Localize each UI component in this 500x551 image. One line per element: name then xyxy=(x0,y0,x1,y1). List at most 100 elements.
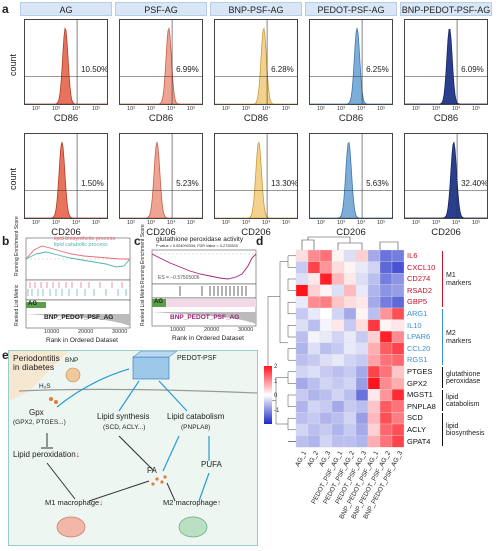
axis-tick-label: 10⁵ xyxy=(377,106,386,112)
axis-tick-label: 10⁵ xyxy=(92,220,101,226)
histogram-cd206: 5.63% xyxy=(309,133,393,219)
heatmap-cell xyxy=(367,365,381,378)
gsea-b-legend-2: lipid catabolic process xyxy=(54,242,108,248)
heatmap-cell xyxy=(331,319,345,332)
scheme-pedot-label: PEDOT-PSF xyxy=(177,355,217,362)
scheme-lipid-peroxidation-text: Lipid peroxidation xyxy=(13,450,76,459)
scheme-fa: FA xyxy=(147,466,157,475)
gate-percentage: 13.30% xyxy=(271,178,298,188)
gsea-c-es: ES = –0.57505006 xyxy=(158,275,200,281)
heatmap-scale-tick: 0 xyxy=(274,393,278,399)
heatmap-cell xyxy=(343,400,357,413)
gsea-c-group-tag-2: BNP_PEDOT_PSF_AG xyxy=(170,314,240,321)
scheme-membrane xyxy=(18,388,258,394)
heatmap-group-label: lipid catabolism xyxy=(446,393,480,409)
axis-tick-label: 10⁵ xyxy=(92,106,101,112)
heatmap-group-label: glutathione peroxidase xyxy=(446,370,481,386)
heatmap-cell xyxy=(391,284,405,297)
axis-tick-label: 10⁴ xyxy=(452,106,461,112)
heatmap-cell xyxy=(367,400,381,413)
heatmap-scale-tick: 1 xyxy=(274,378,278,385)
scheme-pufa: PUFA xyxy=(201,460,222,469)
histogram-cd206: 32.40% xyxy=(404,133,488,219)
heatmap-cell xyxy=(307,400,321,413)
heatmap-cell xyxy=(331,307,345,320)
heatmap-cell xyxy=(331,284,345,297)
heatmap-cell xyxy=(355,296,369,309)
scheme-h2s-label: H₂S xyxy=(39,383,51,390)
heatmap-cell xyxy=(367,307,381,320)
scheme-lipid-catabolism: Lipid catabolism xyxy=(167,412,225,421)
scheme-hydrogel-top xyxy=(132,350,178,358)
histogram-svg xyxy=(120,20,202,104)
scheme-lipid-synthesis-sub: (SCD, ACLY...) xyxy=(103,424,146,431)
heatmap-cell xyxy=(343,435,357,448)
histogram-curve xyxy=(310,141,392,218)
scheme-m2-arrow: ↑ xyxy=(217,498,221,507)
axis-tick-label: 10⁴ xyxy=(262,220,271,226)
heatmap-group-label: M2 markers xyxy=(446,330,472,345)
heatmap-cell xyxy=(379,400,393,413)
heatmap-cell xyxy=(295,307,309,320)
axis-tick-label: 10³ xyxy=(52,106,60,112)
heatmap-cell xyxy=(307,377,321,390)
heatmap-cell xyxy=(355,284,369,297)
heatmap-cell xyxy=(391,307,405,320)
gate-percentage: 6.25% xyxy=(366,64,389,74)
heatmap-cell xyxy=(319,284,333,297)
heatmap-cell xyxy=(307,342,321,355)
heatmap-cell xyxy=(391,319,405,332)
scheme-m1-text: M1 macrophage xyxy=(45,498,100,507)
histogram-svg xyxy=(215,20,297,104)
axis-tick-label: 10³ xyxy=(242,220,250,226)
heatmap-group-label: lipid biosynthesis xyxy=(446,422,485,438)
heatmap-gene-label: RGS1 xyxy=(407,355,428,365)
heatmap-cell xyxy=(295,284,309,297)
heatmap-cell xyxy=(355,354,369,367)
scheme-m2-text: M2 macrophage xyxy=(163,498,218,507)
heatmap-gene-label: PNPLA8 xyxy=(407,401,436,411)
heatmap-scale-tick: 2 xyxy=(274,364,278,370)
heatmap-gene-label: ACLY xyxy=(407,425,427,434)
axis-tick-label: 10⁴ xyxy=(357,220,366,226)
gsea-c-title: glutathione peroxidase activity xyxy=(156,236,244,243)
heatmap-gene-label: ARG1 xyxy=(407,309,428,318)
heatmap-cell xyxy=(367,435,381,448)
histogram-curve xyxy=(120,141,202,218)
heatmap-cell xyxy=(295,342,309,355)
panel-label-a: a xyxy=(2,2,9,16)
scheme-m1: M1 macrophage↓ xyxy=(45,498,103,507)
heatmap-cell xyxy=(295,400,309,413)
panel-label-b: b xyxy=(2,234,10,248)
heatmap-cell xyxy=(331,435,345,448)
axis-tick-label: 10³ xyxy=(147,106,155,112)
scheme-arrow-perox-m1 xyxy=(46,462,76,500)
heatmap-cell xyxy=(307,319,321,332)
axis-tick-label: 10² xyxy=(32,220,40,226)
heatmap-cell xyxy=(331,423,345,436)
heatmap-gene-label: MGST1 xyxy=(407,390,433,400)
heatmap-cell xyxy=(391,354,405,367)
heatmap-cell xyxy=(319,354,333,367)
heatmap-cell xyxy=(307,412,321,425)
histogram-svg xyxy=(310,20,392,104)
histogram-svg xyxy=(25,20,107,104)
heatmap-cell xyxy=(379,342,393,355)
heatmap-cell xyxy=(355,365,369,378)
axis-tick-label: 10⁴ xyxy=(262,106,271,112)
heatmap-cell xyxy=(319,261,333,274)
axis-tick-label: 10³ xyxy=(147,220,155,226)
heatmap-cell xyxy=(295,273,309,285)
heatmap-cell xyxy=(391,273,405,285)
heatmap-cell xyxy=(307,249,321,262)
histogram-svg xyxy=(405,134,487,218)
scheme-m2-cell xyxy=(178,516,208,538)
heatmap-cell xyxy=(355,307,369,320)
heatmap-cell xyxy=(343,319,357,332)
heatmap-cell xyxy=(319,342,333,355)
scheme-m1-arrow: ↓ xyxy=(99,498,103,507)
heatmap-gene-label: CD274 xyxy=(407,274,431,284)
gsea-c-hits-frame xyxy=(151,283,257,299)
axis-tick-label: 10³ xyxy=(432,220,440,226)
heatmap-cell xyxy=(379,423,393,436)
